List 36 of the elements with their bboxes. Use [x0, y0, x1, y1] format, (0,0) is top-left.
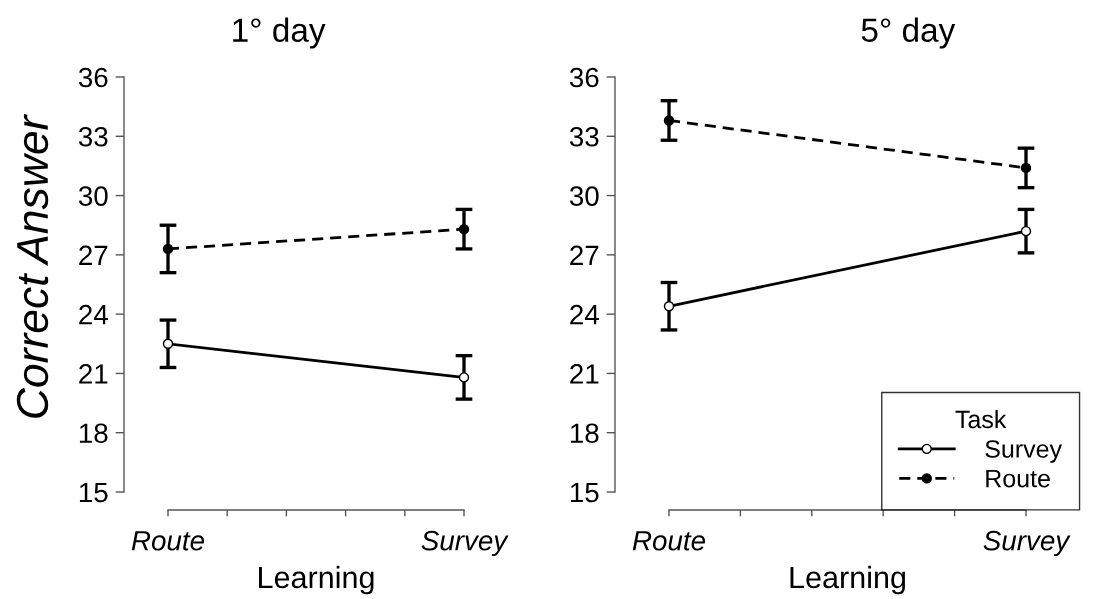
y-tick-label: 30 — [78, 186, 108, 206]
y-tick-label: 21 — [570, 364, 599, 384]
point — [162, 243, 174, 255]
point — [162, 338, 174, 349]
y-tick-label: 27 — [79, 245, 108, 265]
y-tick-label: 15 — [570, 482, 599, 503]
x-tick-label: Route — [131, 531, 205, 551]
chart-title: 1° day — [233, 17, 326, 49]
y-tick-label: 33 — [569, 126, 599, 147]
x-tick-label: Survey — [983, 530, 1071, 557]
y-tick-label: 24 — [79, 304, 108, 325]
chart-title: 5° day — [861, 17, 956, 49]
point — [663, 115, 675, 126]
point — [1020, 162, 1032, 174]
point — [663, 301, 675, 312]
legend-title: Task — [955, 409, 1007, 429]
legend-label: Route — [986, 469, 1050, 488]
y-tick-label: 36 — [78, 67, 108, 88]
y-tick-label: 27 — [570, 245, 599, 265]
y-tick-label: 33 — [78, 126, 108, 147]
y-tick-label: 36 — [569, 67, 599, 88]
y-axis-title: Correct Answer — [16, 114, 49, 418]
point — [1020, 225, 1032, 237]
legend-label: Survey — [985, 440, 1063, 463]
y-tick-label: 18 — [570, 423, 599, 444]
y-tick-label: 30 — [569, 186, 599, 206]
point — [458, 372, 470, 383]
x-axis-title: Learning — [259, 565, 374, 595]
point — [458, 223, 470, 235]
y-tick-label: 21 — [79, 364, 108, 384]
x-axis-title: Learning — [790, 565, 905, 595]
y-tick-label: 24 — [570, 304, 599, 325]
y-tick-label: 18 — [79, 423, 108, 444]
y-tick-label: 15 — [79, 482, 108, 503]
x-tick-label: Route — [632, 531, 706, 551]
x-tick-label: Survey — [421, 530, 509, 557]
